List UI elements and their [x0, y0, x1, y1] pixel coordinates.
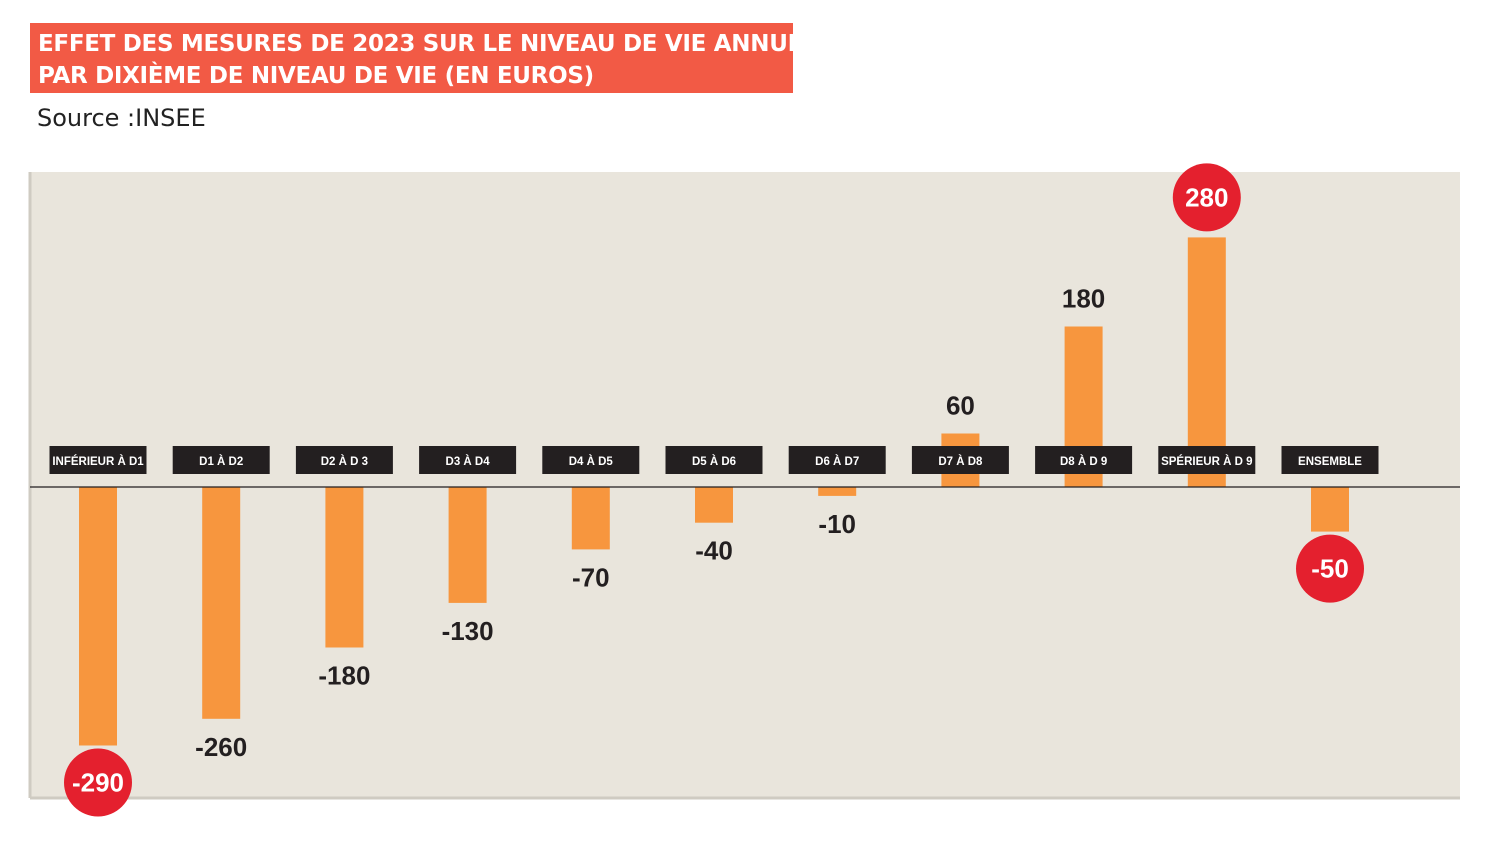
value-label-7: 60 [946, 391, 975, 421]
category-label-bg-9 [1158, 446, 1256, 474]
value-label-1: -260 [195, 732, 247, 762]
category-label-bg-6 [788, 446, 886, 474]
bar-2 [325, 487, 364, 648]
bar-10 [1311, 487, 1349, 532]
value-label-2: -180 [318, 661, 370, 691]
category-label-bg-0 [49, 446, 147, 474]
category-label-8: D8 À D 9 [1060, 455, 1107, 468]
value-label-4: -70 [572, 562, 610, 592]
bar-1 [202, 487, 241, 719]
category-label-1: D1 À D2 [199, 455, 243, 468]
bar-6 [818, 487, 857, 496]
value-label-0: -290 [72, 768, 124, 798]
category-label-10: ENSEMBLE [1298, 456, 1362, 468]
category-label-bg-3 [419, 446, 517, 474]
category-label-5: D5 À D6 [692, 455, 736, 468]
bar-9 [1187, 237, 1226, 487]
value-label-6: -10 [818, 509, 856, 539]
value-label-3: -130 [442, 616, 494, 646]
highlight-circle-10 [1296, 534, 1364, 603]
category-label-bg-4 [542, 446, 640, 474]
category-label-2: D2 À D 3 [321, 455, 368, 468]
bar-5 [695, 487, 733, 523]
category-label-bg-2 [295, 446, 393, 474]
category-label-bg-7 [911, 446, 1009, 474]
bar-4 [571, 487, 610, 550]
value-label-8: 180 [1062, 284, 1105, 314]
category-label-bg-5 [665, 446, 763, 474]
value-label-5: -40 [695, 536, 733, 566]
value-label-10: -50 [1311, 554, 1349, 584]
category-label-bg-1 [172, 446, 270, 474]
chart-source: Source :INSEE [37, 104, 206, 132]
chart-title: EFFET DES MESURES DE 2023 SUR LE NIVEAU … [30, 23, 826, 93]
bar-3 [448, 487, 487, 603]
chart-title-line-1: EFFET DES MESURES DE 2023 SUR LE NIVEAU … [38, 31, 826, 57]
category-label-3: D3 À D4 [446, 455, 491, 468]
category-label-6: D6 À D7 [815, 455, 859, 468]
category-label-0: INFÉRIEUR À D1 [52, 455, 144, 468]
bar-0 [79, 487, 117, 746]
chart-panel [30, 172, 1460, 798]
category-label-9: SPÉRIEUR À D 9 [1161, 455, 1252, 468]
category-label-bg-10 [1281, 446, 1379, 474]
category-label-7: D7 À D8 [938, 455, 983, 468]
category-label-bg-8 [1035, 446, 1133, 474]
highlight-circle-0 [64, 748, 132, 817]
category-label-4: D4 À D5 [569, 455, 614, 468]
value-label-9: 280 [1185, 182, 1228, 212]
chart-title-line-2: PAR DIXIÈME DE NIVEAU DE VIE (EN EUROS) [38, 63, 594, 89]
highlight-circle-9 [1172, 163, 1241, 232]
